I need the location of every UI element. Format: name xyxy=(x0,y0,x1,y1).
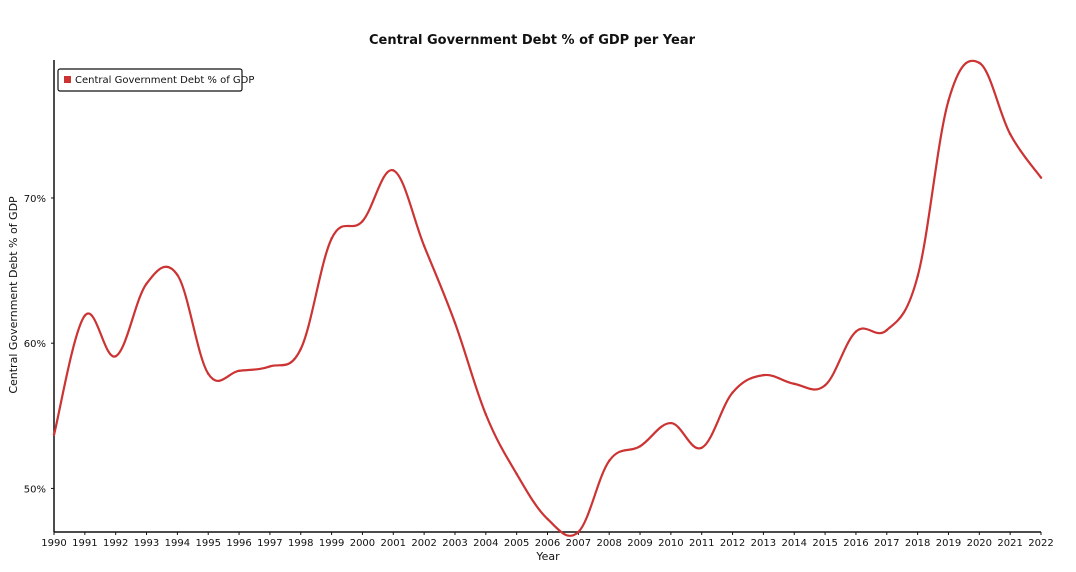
legend-swatch xyxy=(64,76,71,83)
series-point xyxy=(669,421,673,425)
series-point xyxy=(484,413,488,416)
series-point xyxy=(422,244,426,248)
y-axis-label: Central Government Debt % of GDP xyxy=(7,196,20,394)
series-point xyxy=(268,365,272,368)
series-points xyxy=(52,61,1043,534)
x-axis-ticks: 1990 1991 1992 1993 1994 1995 1996 1997 1998 1999… xyxy=(41,532,1054,549)
series-point xyxy=(330,237,333,240)
x-tick-label: 2016 xyxy=(843,538,868,549)
x-tick-label: 2003 xyxy=(442,538,467,549)
series-point xyxy=(607,459,611,463)
series-point xyxy=(793,382,796,386)
x-tick-label: 2006 xyxy=(535,538,560,549)
series-point xyxy=(638,445,642,448)
x-tick-label: 1999 xyxy=(319,538,344,549)
series-point xyxy=(854,330,858,333)
series-point xyxy=(515,472,518,476)
x-tick-label: 2022 xyxy=(1028,538,1053,549)
x-tick-label: 2008 xyxy=(596,538,621,549)
x-tick-label: 2015 xyxy=(812,538,837,549)
x-tick-label: 1991 xyxy=(72,538,97,549)
series-point xyxy=(978,61,981,65)
x-tick-label: 2013 xyxy=(751,538,776,549)
x-tick-label: 1992 xyxy=(103,538,128,549)
x-tick-label: 2020 xyxy=(967,538,992,549)
series-point xyxy=(1008,132,1012,136)
x-tick-label: 2005 xyxy=(504,538,529,549)
series-point xyxy=(453,321,457,325)
x-tick-label: 2011 xyxy=(689,538,714,549)
x-axis-label: Year xyxy=(535,550,560,563)
series-point xyxy=(52,433,56,436)
x-tick-label: 2000 xyxy=(350,538,375,549)
x-tick-label: 2009 xyxy=(627,538,652,549)
y-tick-label: 50% xyxy=(24,484,46,495)
legend-label: Central Government Debt % of GDP xyxy=(75,75,254,86)
legend-box xyxy=(57,68,243,92)
x-tick-label: 1996 xyxy=(226,538,251,549)
x-tick-label: 2002 xyxy=(411,538,436,549)
x-tick-label: 1994 xyxy=(165,538,190,549)
series-point xyxy=(947,99,950,102)
x-tick-label: 1998 xyxy=(288,538,313,549)
x-tick-label: 2018 xyxy=(905,538,930,549)
series-point xyxy=(207,372,210,375)
series-point xyxy=(83,314,87,317)
series-point xyxy=(114,355,117,358)
x-tick-label: 2012 xyxy=(720,538,745,549)
x-tick-label: 2019 xyxy=(936,538,961,549)
series-point xyxy=(546,517,549,521)
chart-title: Central Government Debt % of GDP per Yea… xyxy=(369,33,696,48)
series-point xyxy=(916,275,919,278)
series-point xyxy=(145,282,148,285)
y-axis-ticks: 50% 60% 70% xyxy=(24,194,54,495)
x-tick-label: 1997 xyxy=(257,538,282,549)
series-point xyxy=(299,347,302,351)
series-point xyxy=(237,369,241,372)
x-tick-label: 2001 xyxy=(381,538,406,549)
x-tick-label: 2004 xyxy=(473,538,498,549)
series-point xyxy=(700,446,703,449)
x-tick-label: 1995 xyxy=(195,538,220,549)
series-point xyxy=(762,373,765,377)
x-tick-label: 1990 xyxy=(41,538,66,549)
y-tick-label: 60% xyxy=(24,339,46,350)
x-tick-label: 1993 xyxy=(134,538,159,549)
series-point xyxy=(731,391,734,394)
x-tick-label: 2017 xyxy=(874,538,899,549)
series-point xyxy=(1039,176,1043,179)
series-point xyxy=(361,220,364,223)
legend: Central Government Debt % of GDP xyxy=(57,68,254,92)
series-point xyxy=(577,530,580,534)
series-point xyxy=(823,384,827,387)
y-tick-label: 70% xyxy=(24,194,46,205)
series-point xyxy=(392,169,395,172)
series-point xyxy=(176,273,179,277)
series-line xyxy=(52,59,1043,537)
x-tick-label: 2021 xyxy=(997,538,1022,549)
x-tick-label: 2014 xyxy=(782,538,807,549)
x-tick-label: 2010 xyxy=(658,538,683,549)
series-point xyxy=(885,328,888,332)
x-tick-label: 2007 xyxy=(566,538,591,549)
